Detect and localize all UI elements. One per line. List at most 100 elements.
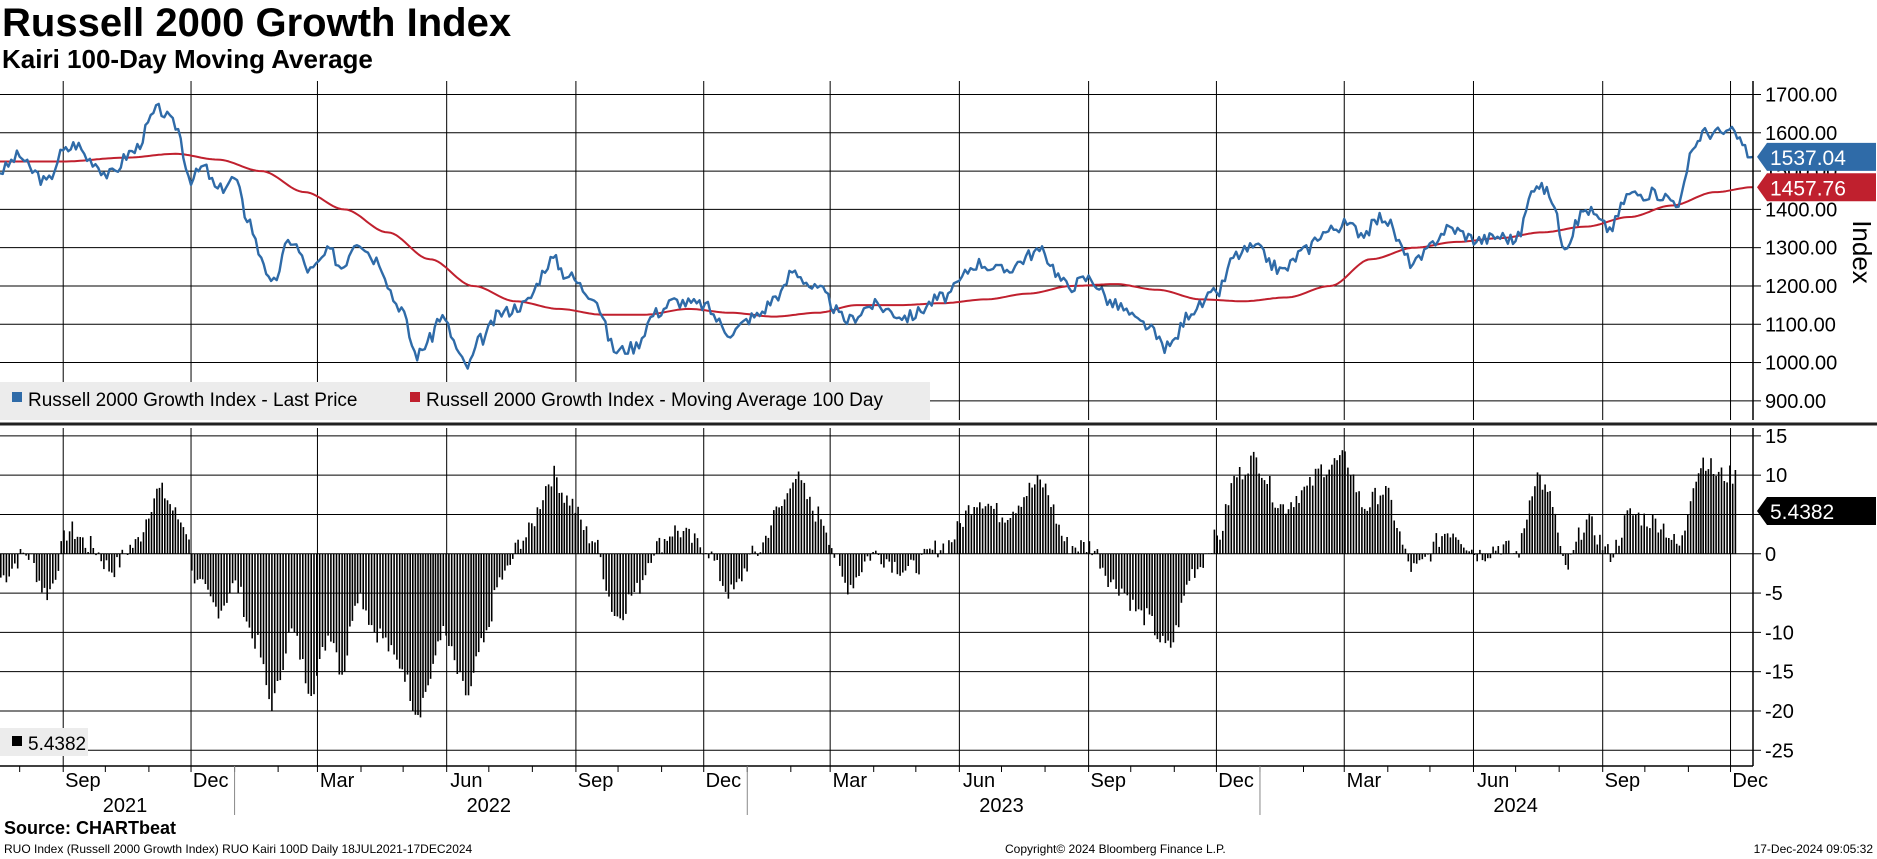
kairi-bar [370,553,373,626]
chart-subtitle: Kairi 100-Day Moving Average [2,44,373,74]
kairi-bar [79,537,81,554]
kairi-bar [674,525,676,554]
y-tick-label-bottom: 0 [1765,544,1776,566]
kairi-bar [509,553,511,565]
kairi-bar [158,487,161,554]
kairi-bar [1424,553,1426,557]
kairi-bar [605,553,607,591]
kairi-bar [1120,553,1123,589]
kairi-bar [1112,553,1115,580]
kairi-bar [522,540,525,554]
kairi-bar [1559,546,1562,554]
kairi-bar [259,553,262,658]
kairi-bar [46,553,48,601]
kairi-bar [561,492,563,554]
kairi-bar [1309,477,1311,554]
kairi-bar [1435,533,1438,554]
kairi-bar [1306,485,1308,554]
kairi-bar [993,508,995,554]
kairi-bar [841,553,844,577]
kairi-bar [8,553,10,577]
kairi-bar [970,515,973,554]
kairi-bar [1520,533,1523,554]
kairi-bar [1210,553,1213,554]
kairi-bar [1293,507,1295,554]
kairi-bar [1626,510,1629,554]
kairi-bar [1481,553,1484,561]
kairi-bar [422,553,424,698]
kairi-bar [89,536,92,554]
kairi-bar [63,530,65,554]
kairi-bar [453,553,456,661]
kairi-bar [456,553,459,674]
kairi-bar [1066,537,1068,554]
kairi-bar [896,553,899,575]
kairi-bar [990,505,992,554]
y-tick-label-bottom: -10 [1765,622,1794,644]
y-tick-label-top: 1200.00 [1765,276,1837,298]
kairi-bar [1629,508,1631,554]
kairi-bar [448,553,450,646]
kairi-bar [918,553,920,575]
kairi-bar [304,553,307,684]
kairi-bar [254,553,256,649]
kairi-bar [1118,553,1120,596]
kairi-bar [150,512,153,554]
kairi-bar [1023,497,1025,554]
kairi-bar [156,488,158,554]
kairi-bar [354,553,356,606]
kairi-bar [100,553,102,562]
kairi-bar [137,537,139,554]
kairi-bar [553,465,555,554]
kairi-bar [781,506,783,554]
kairi-bar [108,553,110,572]
kairi-bar [76,536,79,554]
kairi-bar [669,536,671,554]
kairi-bar [450,553,453,647]
kairi-bar [716,553,718,560]
kairi-bar [362,553,364,610]
kairi-bar [710,551,713,554]
kairi-bar [1497,546,1500,554]
kairi-bar [1385,486,1387,554]
kairi-bar [556,477,558,554]
kairi-bar [288,553,290,633]
kairi-bar [57,553,60,571]
kairi-bar [302,553,304,659]
kairi-bars [0,450,1737,718]
kairi-bar [1222,530,1224,554]
kairi-bar [1255,457,1258,554]
kairi-bar [1320,464,1322,554]
kairi-bar [142,532,145,554]
kairi-bar [95,553,97,556]
legend-swatch [12,392,22,402]
kairi-bar [1528,500,1531,554]
kairi-bar [1404,548,1407,554]
kairi-bar [707,553,710,559]
kairi-bar [622,553,624,621]
kairi-bar [1432,541,1435,554]
kairi-bar [1258,473,1260,554]
kairi-bar [1135,553,1137,612]
kairi-bar [1646,526,1648,554]
kairi-bar [929,548,931,554]
kairi-bar [1687,514,1689,554]
kairi-bar [313,553,315,695]
kairi-bar [677,530,679,554]
kairi-bar [1452,533,1454,554]
kairi-bar [1282,504,1284,554]
kairi-bar [1455,537,1457,554]
kairi-bar [611,553,613,612]
kairi-bar [746,553,748,572]
kairi-bar [1241,479,1244,554]
kairi-bar [1344,451,1346,554]
kairi-bar [1006,520,1009,554]
kairi-bar [424,553,427,692]
kairi-bar [1311,485,1314,554]
kairi-bar [1036,475,1039,554]
kairi-bar [1104,553,1107,576]
kairi-bar [1175,553,1177,626]
kairi-bar [1712,474,1715,554]
kairi-bar [939,550,942,554]
kairi-bar [1379,495,1382,554]
